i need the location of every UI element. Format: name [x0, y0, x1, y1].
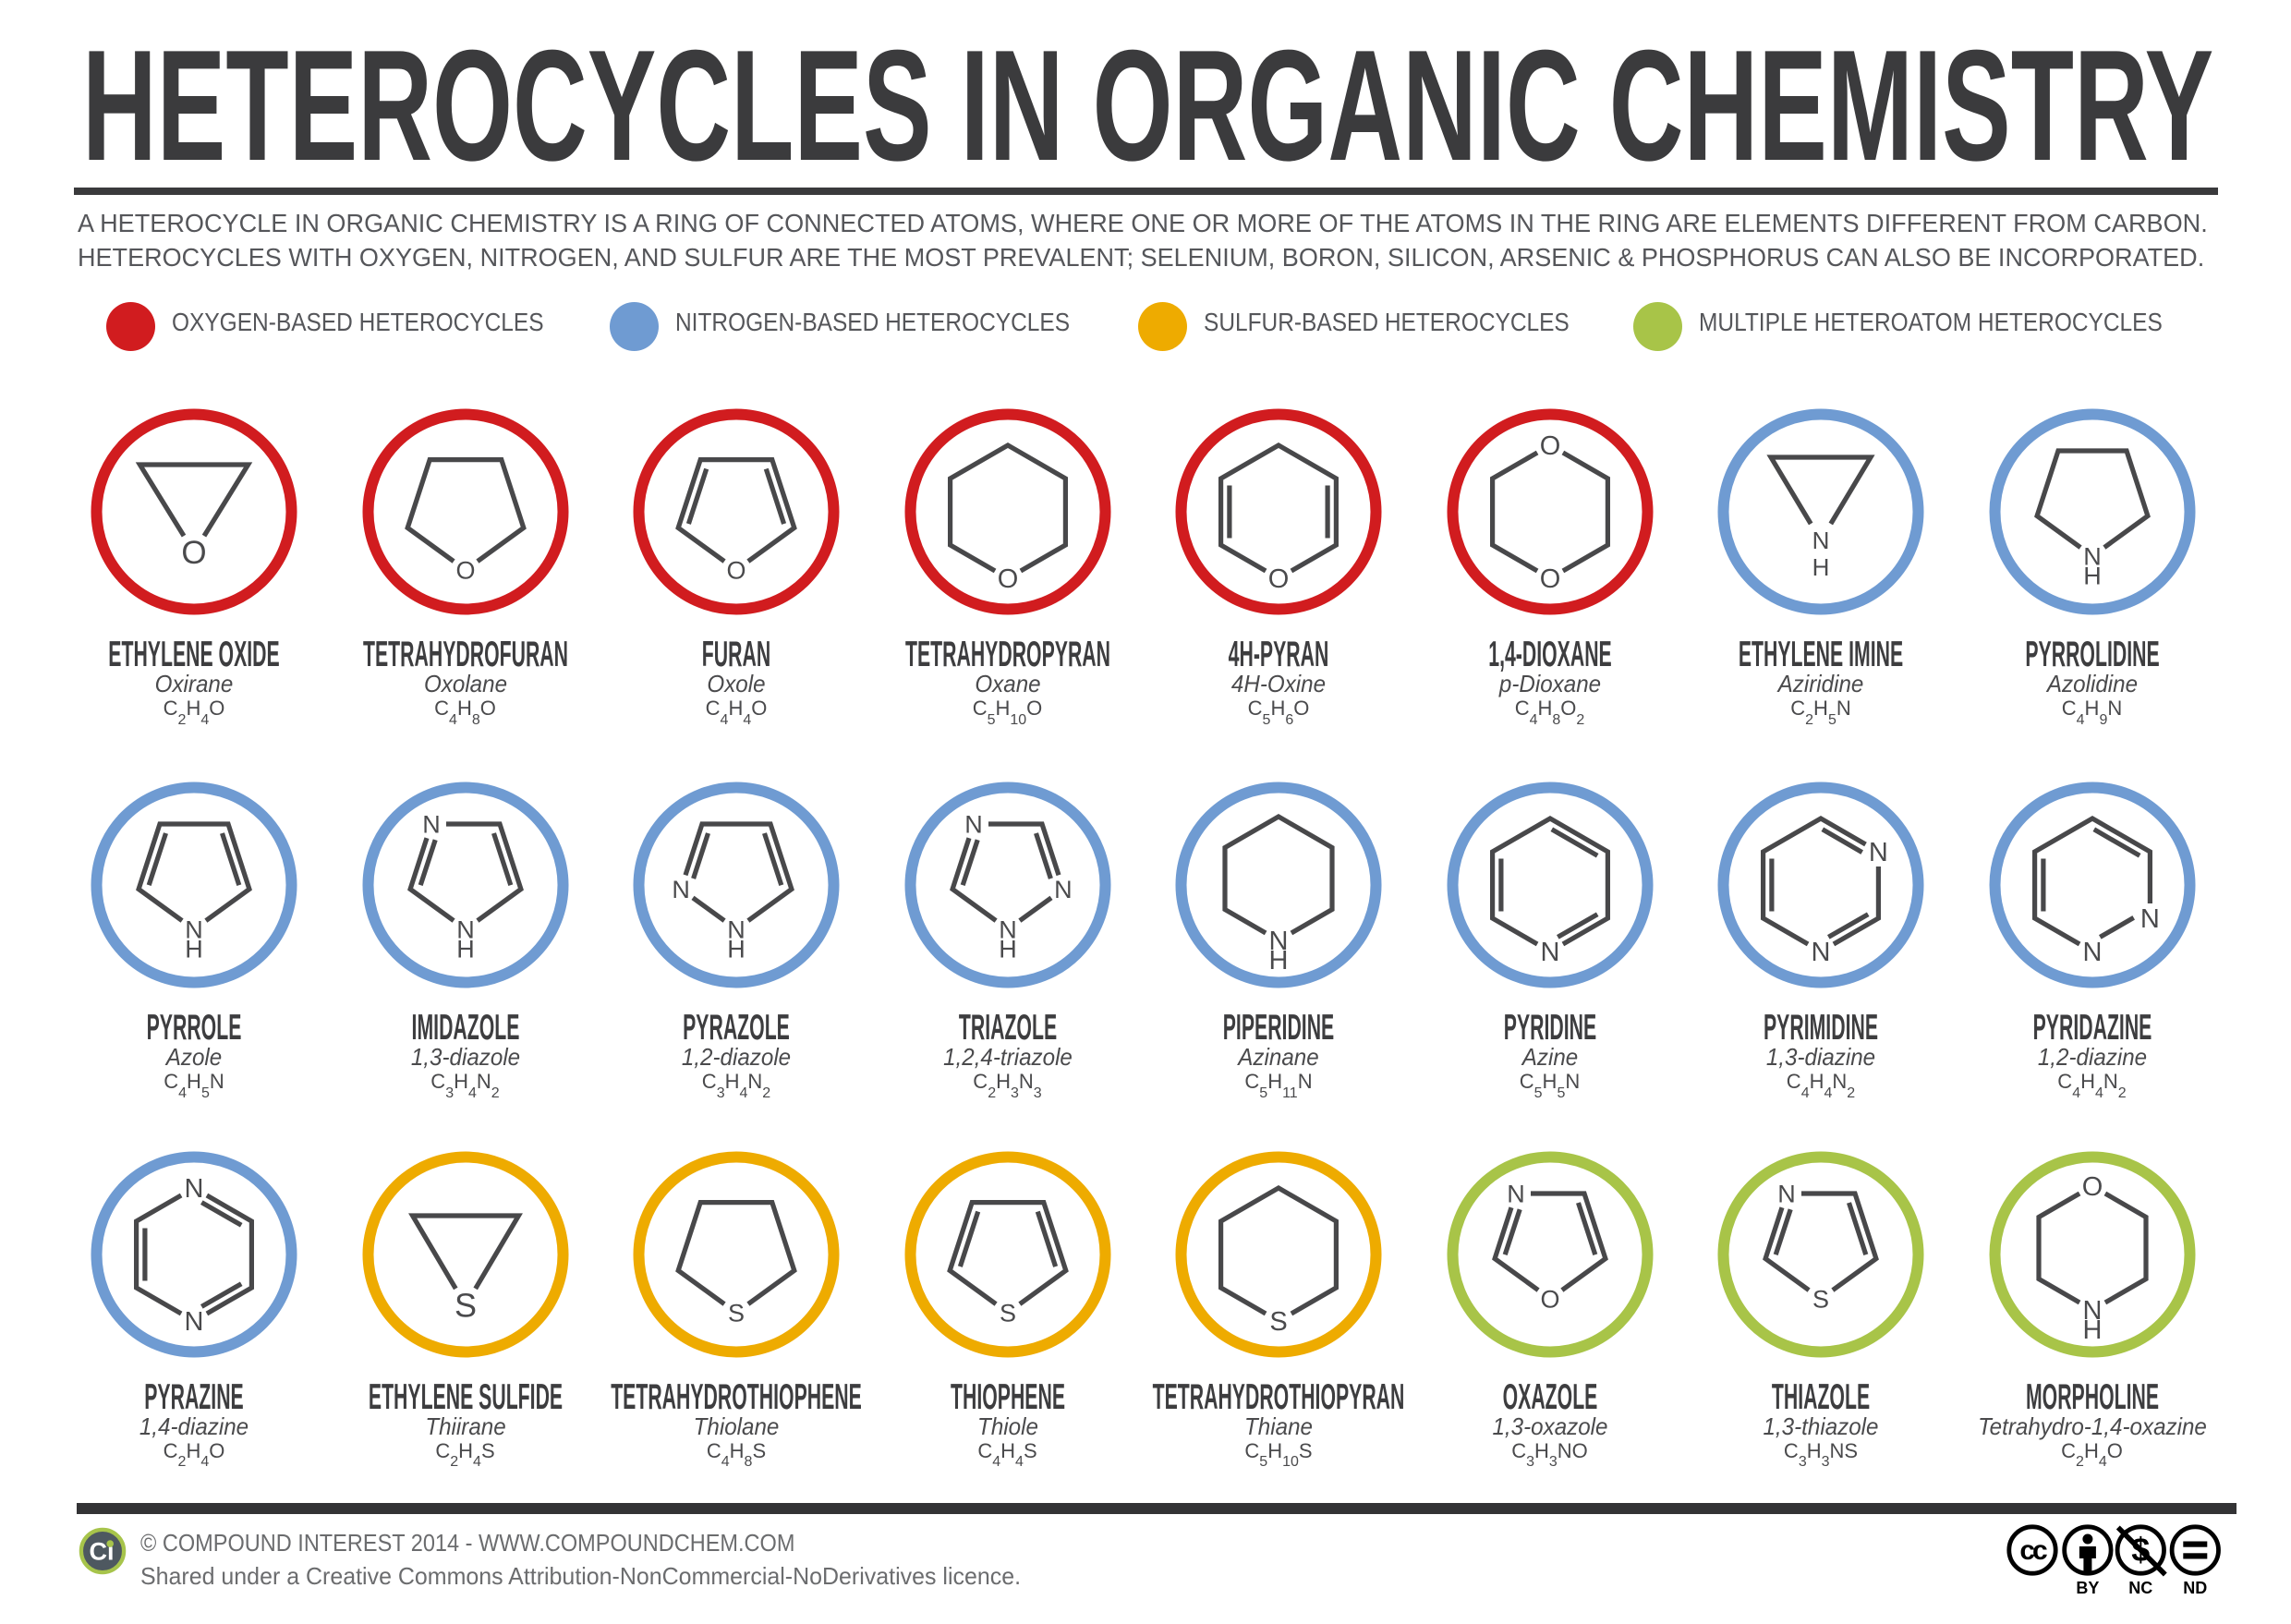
svg-text:N: N — [422, 810, 441, 838]
svg-text:N: N — [999, 915, 1017, 943]
svg-text:O: O — [1540, 1285, 1559, 1313]
svg-text:S: S — [999, 1299, 1015, 1327]
svg-text:O: O — [1539, 431, 1560, 461]
svg-text:H: H — [999, 935, 1017, 963]
svg-text:N: N — [1812, 527, 1830, 554]
svg-text:N: N — [2139, 904, 2159, 934]
svg-text:O: O — [181, 535, 206, 571]
svg-text:N: N — [456, 915, 475, 943]
svg-text:NC: NC — [2128, 1579, 2152, 1597]
svg-text:N: N — [1869, 838, 1888, 867]
svg-text:N: N — [1054, 876, 1073, 903]
svg-text:S: S — [728, 1299, 745, 1327]
svg-text:O: O — [2081, 1172, 2103, 1202]
svg-text:H: H — [2082, 1315, 2102, 1345]
svg-text:N: N — [2083, 542, 2102, 570]
svg-text:S: S — [1269, 1307, 1287, 1337]
svg-text:BY: BY — [2076, 1579, 2099, 1597]
svg-text:ND: ND — [2183, 1579, 2207, 1597]
svg-text:O: O — [997, 564, 1018, 594]
svg-text:N: N — [727, 915, 745, 943]
svg-text:N: N — [185, 915, 203, 943]
svg-text:O: O — [1268, 564, 1290, 594]
svg-text:O: O — [726, 556, 745, 584]
svg-text:H: H — [1269, 946, 1289, 976]
svg-text:N: N — [1540, 938, 1559, 967]
svg-text:H: H — [2083, 562, 2102, 589]
svg-text:O: O — [455, 556, 475, 584]
svg-text:H: H — [185, 935, 203, 963]
svg-text:S: S — [1812, 1285, 1829, 1313]
svg-text:H: H — [456, 935, 475, 963]
svg-text:N: N — [672, 876, 690, 903]
svg-text:N: N — [185, 1174, 204, 1204]
svg-text:N: N — [1507, 1180, 1525, 1207]
svg-text:S: S — [454, 1286, 476, 1324]
svg-text:N: N — [1812, 938, 1831, 967]
svg-text:cc: cc — [2019, 1535, 2047, 1566]
svg-text:H: H — [1812, 553, 1830, 581]
svg-text:O: O — [1539, 564, 1560, 594]
svg-text:N: N — [2082, 938, 2102, 967]
svg-text:N: N — [2082, 1296, 2102, 1326]
svg-text:N: N — [964, 810, 983, 838]
svg-text:H: H — [727, 935, 745, 963]
svg-text:N: N — [185, 1307, 204, 1337]
svg-text:N: N — [1269, 927, 1289, 956]
svg-text:N: N — [1777, 1180, 1796, 1207]
